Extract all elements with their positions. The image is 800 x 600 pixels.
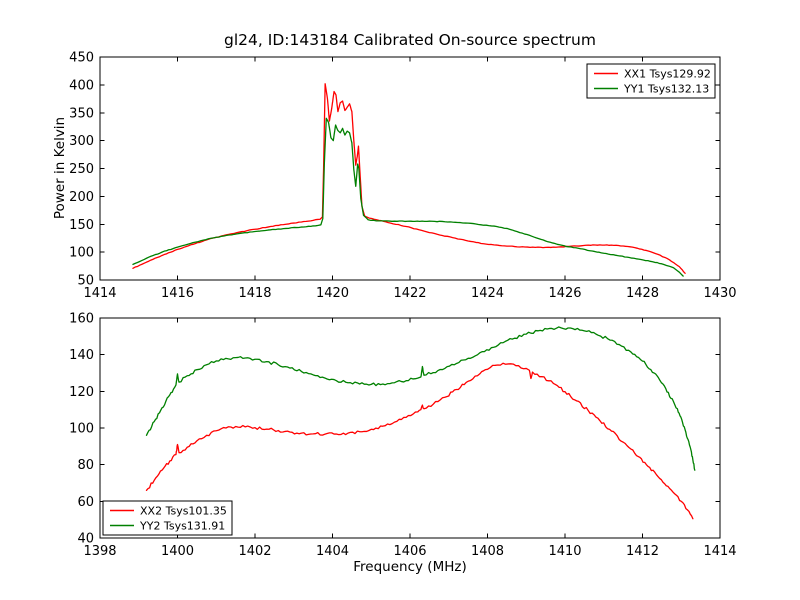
y-tick-label: 250 [69,162,94,177]
bottom-plot: 1398 1400 1402 1404 1406 1408 1410 1412 1414 40 60… [69,312,736,560]
x-tick-label: 1428 [626,286,659,301]
series-YY1 [132,117,684,277]
x-tick-label: 1422 [393,286,426,301]
x-tick-label: 1410 [548,544,581,559]
x-tick-label: 1404 [316,544,349,559]
legend-box [102,500,233,536]
chart-title: gl24, ID:143184 Calibrated On-source spe… [224,31,596,49]
x-tick-label: 1426 [548,286,581,301]
series-XX1 [132,83,686,274]
y-tick-label: 100 [69,422,94,437]
y-tick-label: 60 [77,495,94,510]
legend-label: YY2 Tsys131.91 [139,520,225,533]
y-tick-label: 300 [69,134,94,149]
top-plot: 1414 1416 1418 1420 1422 1424 1426 1428 1430 50 10… [69,51,736,302]
y-tick-label: 100 [69,246,94,261]
y-tick-label: 80 [77,458,94,473]
y-tick-label: 140 [69,348,94,363]
series-YY2 [145,326,696,471]
x-tick-label: 1416 [161,286,194,301]
series-XX2 [145,362,694,520]
x-tick-label: 1424 [471,286,504,301]
x-tick-label: 1414 [83,286,116,301]
legend-label: YY1 Tsys132.13 [623,83,709,96]
x-tick-label: 1400 [161,544,194,559]
x-tick-label: 1406 [393,544,426,559]
x-tick-label: 1402 [238,544,271,559]
x-tick-label: 1414 [703,544,736,559]
y-tick-label: 50 [77,274,94,289]
y-tick-label: 160 [69,312,94,327]
y-tick-label: 400 [69,78,94,93]
y-tick-label: 450 [69,51,94,66]
x-tick-label: 1430 [703,286,736,301]
x-axis-label: Frequency (MHz) [353,559,467,575]
x-tick-label: 1408 [471,544,504,559]
y-tick-label: 40 [77,532,94,547]
x-tick-label: 1412 [626,544,659,559]
bottom-legend: XX2 Tsys101.35 YY2 Tsys131.91 [102,500,233,536]
y-tick-label: 350 [69,106,94,121]
legend-label: XX2 Tsys101.35 [140,505,227,518]
x-tick-label: 1398 [83,544,116,559]
x-tick-label: 1418 [238,286,271,301]
y-tick-label: 200 [69,190,94,205]
y-tick-label: 150 [69,218,94,233]
top-legend: XX1 Tsys129.92 YY1 Tsys132.13 [586,63,716,99]
y-tick-label: 120 [69,385,94,400]
legend-box [586,63,716,99]
x-tick-label: 1420 [316,286,349,301]
legend-label: XX1 Tsys129.92 [624,68,711,81]
